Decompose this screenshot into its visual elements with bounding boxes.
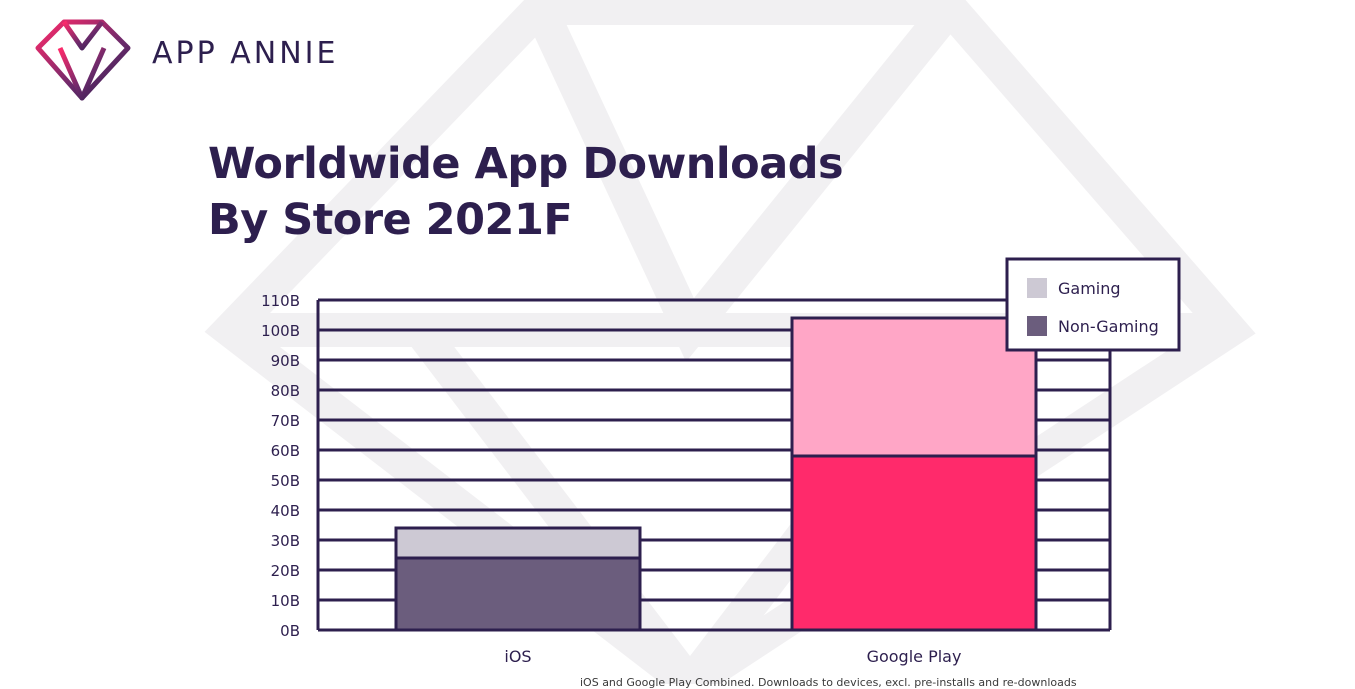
bar-google-play-non-gaming: [790, 454, 1038, 632]
y-tick-label: 60B: [271, 442, 300, 460]
brand-name: APP ANNIE: [152, 36, 339, 71]
diamond-logo-icon: [35, 19, 131, 101]
chart-title-line-1: Worldwide App Downloads: [208, 139, 844, 189]
y-tick-label: 100B: [261, 322, 300, 340]
y-tick-label: 70B: [271, 412, 300, 430]
y-tick-label: 10B: [271, 592, 300, 610]
footnote: iOS and Google Play Combined. Downloads …: [580, 676, 1077, 689]
legend-swatch: [1027, 278, 1047, 298]
x-tick-label: Google Play: [867, 647, 962, 666]
legend-box: [1005, 257, 1181, 352]
y-tick-label: 40B: [271, 502, 300, 520]
legend-swatch: [1027, 316, 1047, 336]
legend-label: Non-Gaming: [1058, 317, 1159, 336]
y-tick-label: 90B: [271, 352, 300, 370]
y-tick-label: 110B: [261, 292, 300, 310]
x-tick-label: iOS: [504, 647, 531, 666]
bar-ios-non-gaming: [394, 556, 642, 632]
chart-title-line-2: By Store 2021F: [208, 195, 573, 245]
bar-ios-gaming: [394, 526, 642, 560]
chart-title: Worldwide App Downloads By Store 2021F: [208, 136, 844, 248]
legend-label: Gaming: [1058, 279, 1121, 298]
y-tick-label: 20B: [271, 562, 300, 580]
bar-google-play-gaming: [790, 316, 1038, 458]
y-tick-label: 0B: [280, 622, 300, 640]
y-tick-label: 80B: [271, 382, 300, 400]
y-tick-label: 50B: [271, 472, 300, 490]
y-tick-label: 30B: [271, 532, 300, 550]
